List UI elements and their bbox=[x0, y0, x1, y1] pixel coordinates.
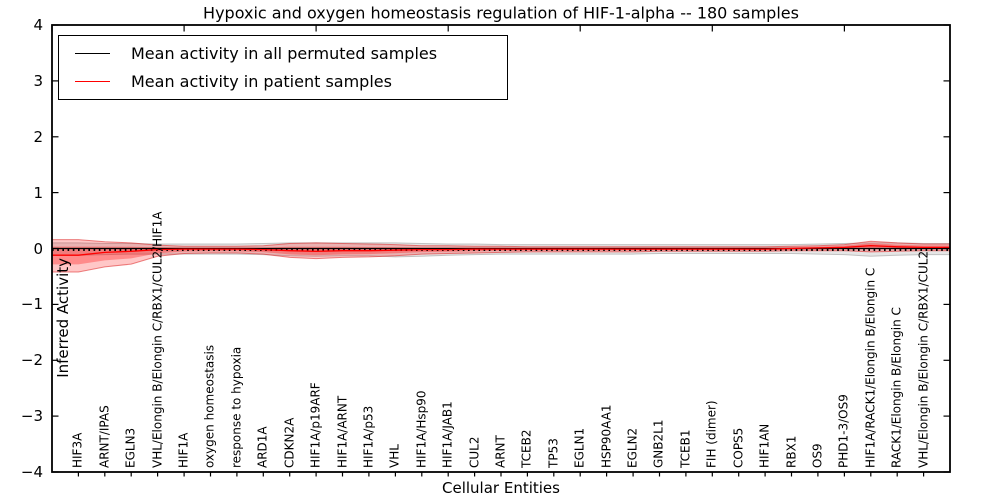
x-tick-label: HIF1A bbox=[176, 432, 191, 468]
x-axis-label: Cellular Entities bbox=[442, 479, 560, 497]
y-tick-label: 3 bbox=[33, 71, 43, 90]
x-tick-label: PHD1-3/OS9 bbox=[836, 394, 851, 468]
x-tick-label: VHL bbox=[387, 444, 402, 468]
x-tick-label: ARNT/IPAS bbox=[97, 405, 112, 468]
x-tick-label: FIH (dimer) bbox=[704, 400, 719, 468]
x-tick-label: TCEB1 bbox=[678, 429, 693, 468]
x-tick-label: HIF1A/RACK1/Elongin B/Elongin C bbox=[863, 267, 878, 468]
y-tick-label: 4 bbox=[33, 16, 43, 34]
x-tick-label: CDKN2A bbox=[282, 417, 297, 468]
x-tick-label: GNB2L1 bbox=[651, 419, 666, 468]
x-tick-label: response to hypoxia bbox=[229, 346, 244, 468]
x-tick-label: TCEB2 bbox=[519, 429, 534, 468]
chart-title: Hypoxic and oxygen homeostasis regulatio… bbox=[203, 3, 799, 23]
legend-row-patient: Mean activity in patient samples bbox=[59, 72, 507, 91]
legend-label-permuted: Mean activity in all permuted samples bbox=[131, 44, 438, 64]
x-tick-label: EGLN2 bbox=[625, 427, 640, 468]
x-tick-label: ARNT bbox=[493, 435, 508, 468]
x-tick-label: HIF1A/p53 bbox=[361, 405, 376, 468]
patient-mean-line-swatch bbox=[75, 80, 110, 82]
x-tick-label: HIF1A/p19ARF bbox=[308, 382, 323, 468]
x-tick-label: ARD1A bbox=[255, 426, 270, 468]
x-tick-label: HIF1A/JAB1 bbox=[440, 401, 455, 468]
x-tick-label: HSP90AA1 bbox=[599, 404, 614, 468]
x-tick-label: HIF1A/ARNT bbox=[335, 395, 350, 468]
x-tick-label: HIF1AN bbox=[757, 423, 772, 468]
x-tick-label: TP53 bbox=[546, 438, 561, 468]
legend-label-patient: Mean activity in patient samples bbox=[131, 71, 392, 91]
x-tick-label: VHL/Elongin B/Elongin C/RBX1/CUL2/HIF1A bbox=[150, 211, 165, 468]
y-tick-label: −3 bbox=[20, 407, 43, 426]
x-tick-label: CUL2 bbox=[467, 436, 482, 468]
x-tick-label: HIF1A/Hsp90 bbox=[414, 390, 429, 468]
y-axis-label: Inferred Activity bbox=[53, 258, 72, 378]
y-tick-label: 2 bbox=[33, 127, 43, 146]
x-tick-label: oxygen homeostasis bbox=[202, 344, 217, 468]
x-tick-label: COPS5 bbox=[731, 427, 746, 468]
permuted-mean-line-swatch bbox=[75, 53, 110, 55]
x-tick-label: RBX1 bbox=[784, 435, 799, 468]
y-tick-label: 0 bbox=[33, 239, 43, 258]
x-tick-label: OS9 bbox=[810, 443, 825, 468]
y-tick-label: −1 bbox=[20, 295, 43, 314]
x-tick-label: EGLN3 bbox=[123, 427, 138, 468]
legend: Mean activity in all permuted samples Me… bbox=[58, 35, 508, 100]
legend-row-permuted: Mean activity in all permuted samples bbox=[59, 44, 507, 63]
x-tick-label: RACK1/Elongin B/Elongin C bbox=[889, 307, 904, 468]
x-tick-label: HIF3A bbox=[70, 432, 85, 468]
y-tick-label: −4 bbox=[20, 463, 43, 481]
x-tick-label: VHL/Elongin B/Elongin C/RBX1/CUL2 bbox=[916, 250, 931, 468]
x-tick-label: EGLN1 bbox=[572, 427, 587, 468]
y-tick-label: 1 bbox=[33, 183, 43, 202]
y-tick-label: −2 bbox=[20, 351, 43, 370]
patient-mean-line bbox=[52, 245, 950, 256]
